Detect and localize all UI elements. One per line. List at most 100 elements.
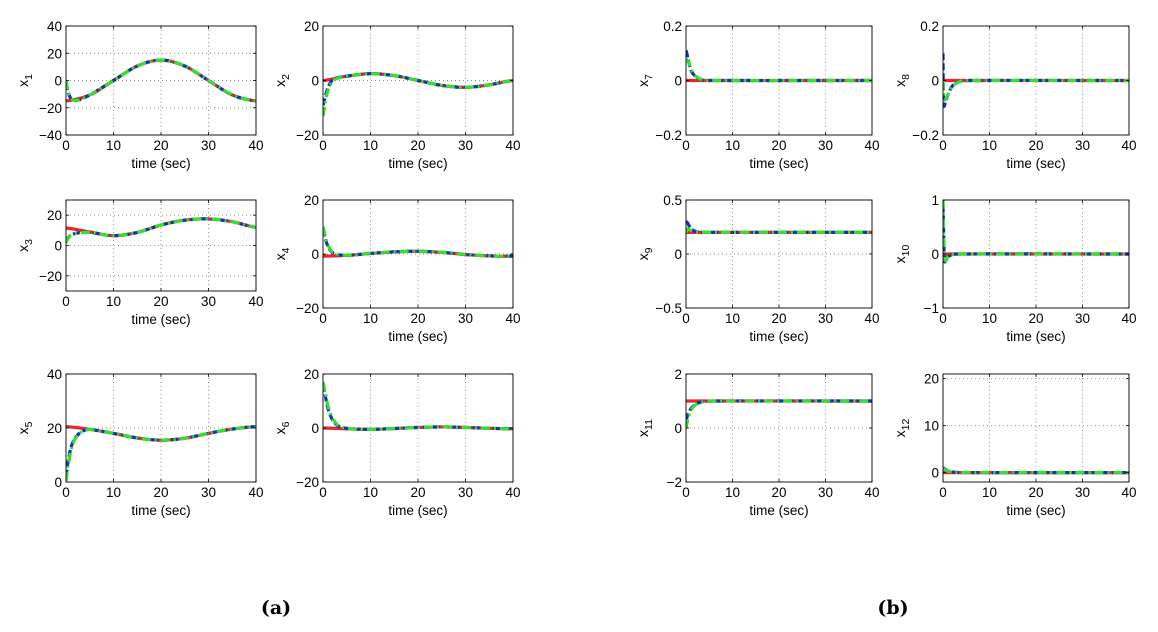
y-tick-label: 20 <box>47 46 62 61</box>
caption-a: (a) <box>261 597 291 619</box>
x-tick-label: 30 <box>458 138 473 153</box>
x-tick-label: 0 <box>62 485 70 500</box>
series-state <box>323 72 513 118</box>
x-tick-label: 20 <box>771 485 786 500</box>
x-tick-label: 0 <box>682 138 690 153</box>
y-tick-label: 40 <box>47 19 62 34</box>
series-state <box>943 200 1129 263</box>
x-axis-label: time (sec) <box>749 329 808 344</box>
x-tick-label: 0 <box>939 485 947 500</box>
x-tick-label: 20 <box>1028 485 1043 500</box>
y-tick-label: 0.2 <box>663 19 682 34</box>
y-tick-label: 0 <box>311 74 319 89</box>
x-tick-label: 40 <box>248 485 263 500</box>
x-tick-label: 20 <box>1028 311 1043 326</box>
y-tick-label: −20 <box>39 101 62 116</box>
x-axis-label: time (sec) <box>131 312 190 327</box>
x-tick-label: 10 <box>725 138 740 153</box>
y-tick-label: 0 <box>931 466 939 481</box>
y-tick-label: −0.2 <box>912 128 939 143</box>
x-tick-label: 30 <box>201 138 216 153</box>
y-tick-label: −20 <box>296 475 319 490</box>
y-tick-label: 20 <box>47 421 62 436</box>
x-tick-label: 40 <box>248 138 263 153</box>
y-axis-label: x12 <box>892 419 912 438</box>
x-axis-label: time (sec) <box>388 503 447 518</box>
x-axis-label: time (sec) <box>749 156 808 171</box>
x-tick-label: 10 <box>725 485 740 500</box>
x-tick-label: 30 <box>201 294 216 309</box>
y-tick-label: 20 <box>47 208 62 223</box>
x-tick-label: 20 <box>1028 138 1043 153</box>
x-tick-label: 20 <box>410 485 425 500</box>
x-tick-label: 0 <box>682 485 690 500</box>
x-tick-label: 20 <box>153 294 168 309</box>
x-tick-label: 30 <box>818 311 833 326</box>
series-state <box>66 425 256 482</box>
y-tick-label: 0.2 <box>920 19 939 34</box>
x-axis-label: time (sec) <box>749 503 808 518</box>
x-tick-label: 40 <box>864 311 879 326</box>
x-tick-label: 20 <box>771 311 786 326</box>
y-tick-label: 0 <box>931 247 939 262</box>
x-axis-label: time (sec) <box>1006 329 1065 344</box>
x-tick-label: 30 <box>1075 485 1090 500</box>
y-axis-label: x7 <box>635 74 655 87</box>
x-tick-label: 10 <box>982 138 997 153</box>
y-axis-label: x2 <box>272 74 292 87</box>
y-axis-label: x4 <box>272 247 292 260</box>
x-axis-label: time (sec) <box>1006 156 1065 171</box>
x-tick-label: 20 <box>410 311 425 326</box>
x-tick-label: 0 <box>319 138 327 153</box>
x-axis-label: time (sec) <box>388 156 447 171</box>
series-state <box>686 399 872 430</box>
series-state <box>686 58 872 83</box>
x-tick-label: 20 <box>153 485 168 500</box>
x-tick-label: 10 <box>106 294 121 309</box>
y-tick-label: 0 <box>54 239 62 254</box>
y-axis-label: x3 <box>15 239 35 252</box>
x-tick-label: 0 <box>319 311 327 326</box>
series-state <box>943 467 1129 475</box>
y-tick-label: 0 <box>931 74 939 89</box>
caption-b: (b) <box>877 597 908 619</box>
y-axis-label: x1 <box>15 74 35 87</box>
x-tick-label: 10 <box>982 485 997 500</box>
y-axis-label: x6 <box>272 421 292 434</box>
y-tick-label: −20 <box>296 128 319 143</box>
plot-area <box>943 374 1129 482</box>
y-tick-label: 0 <box>311 421 319 436</box>
y-tick-label: 0.5 <box>663 193 682 208</box>
y-tick-label: 20 <box>924 372 939 387</box>
plot-area <box>66 200 256 291</box>
y-tick-label: −2 <box>667 475 682 490</box>
y-axis-label: x10 <box>892 245 912 264</box>
y-axis-label: x5 <box>15 421 35 434</box>
x-tick-label: 40 <box>864 485 879 500</box>
y-tick-label: 0 <box>674 421 682 436</box>
y-tick-label: 20 <box>304 19 319 34</box>
x-tick-label: 10 <box>982 311 997 326</box>
x-tick-label: 40 <box>505 138 520 153</box>
x-tick-label: 10 <box>106 138 121 153</box>
x-tick-label: 30 <box>1075 311 1090 326</box>
x-tick-label: 10 <box>725 311 740 326</box>
x-tick-label: 30 <box>1075 138 1090 153</box>
x-tick-label: 10 <box>363 485 378 500</box>
y-tick-label: 2 <box>674 367 682 382</box>
x-axis-label: time (sec) <box>388 329 447 344</box>
x-axis-label: time (sec) <box>131 156 190 171</box>
series-state <box>686 227 872 235</box>
x-tick-label: 0 <box>62 138 70 153</box>
x-tick-label: 40 <box>248 294 263 309</box>
y-axis-label: x11 <box>635 419 655 437</box>
series-estimate <box>943 53 1129 108</box>
x-tick-label: 0 <box>682 311 690 326</box>
y-tick-label: 1 <box>931 193 939 208</box>
